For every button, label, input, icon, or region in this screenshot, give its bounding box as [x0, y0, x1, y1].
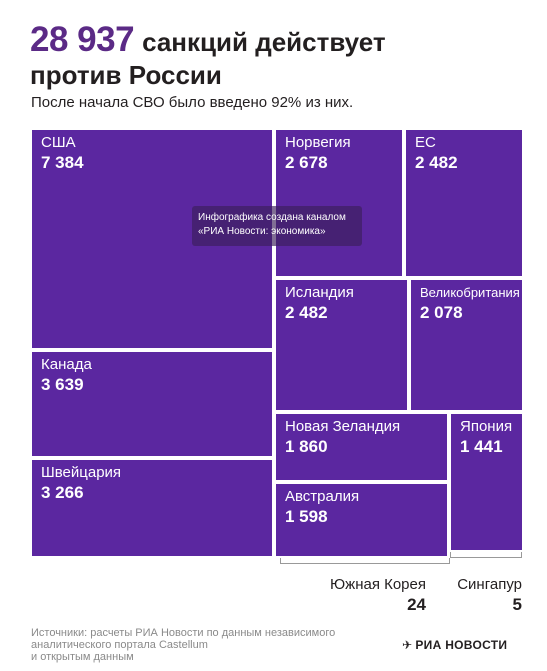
treemap-cell-1: Канада 3 639 [30, 350, 274, 458]
headline-text-2: против России [30, 60, 222, 90]
cell-name: Япония [460, 418, 513, 435]
cell-value: 7 384 [41, 153, 84, 172]
source-note: Источники: расчеты РИА Новости по данным… [31, 627, 391, 663]
bracket-singapore [450, 552, 522, 558]
cell-name: Исландия [285, 284, 354, 301]
ria-logo: ✈ РИА НОВОСТИ [402, 638, 507, 652]
treemap-cell-8: Япония 1 441 [449, 412, 524, 552]
treemap-cell-7: Новая Зеландия 1 860 [274, 412, 449, 482]
cell-value: 2 078 [420, 303, 463, 322]
source-line-1: Источники: расчеты РИА Новости по данным… [31, 627, 336, 639]
watermark-tooltip: Инфографика создана каналом «РИА Новости… [192, 206, 362, 246]
item-name: Сингапур [457, 576, 522, 593]
cell-value: 1 860 [285, 437, 328, 456]
cell-value: 1 441 [460, 437, 503, 456]
cell-value: 2 482 [285, 303, 328, 322]
source-line-2: аналитического портала Castellum [31, 639, 208, 651]
treemap-cell-6: Великобритания 2 078 [409, 278, 524, 412]
cell-name: ЕС [415, 134, 436, 151]
subtitle: После начала СВО было введено 92% из них… [31, 94, 354, 111]
logo-text: РИА НОВОСТИ [415, 638, 508, 652]
cell-name: Норвегия [285, 134, 351, 151]
treemap-cell-4: ЕС 2 482 [404, 128, 524, 278]
treemap-chart: США 7 384 Канада 3 639 Швейцария 3 266 Норвеги… [30, 128, 524, 558]
treemap-cell-3: Норвегия 2 678 [274, 128, 404, 278]
treemap-cell-5: Исландия 2 482 [274, 278, 409, 412]
treemap-cell-2: Швейцария 3 266 [30, 458, 274, 558]
cell-name: Швейцария [41, 464, 122, 481]
bracket-south-korea [280, 558, 450, 564]
cell-name: Канада [41, 356, 92, 373]
item-value: 5 [512, 595, 522, 614]
headline-number: 28 937 [30, 20, 135, 59]
cell-value: 1 598 [285, 507, 328, 526]
source-line-3: и открытым данным [31, 651, 134, 663]
item-singapore: Сингапур 5 [440, 576, 522, 616]
cell-name: Новая Зеландия [285, 418, 401, 435]
watermark-line-1: Инфографика создана каналом [198, 212, 346, 223]
cell-value: 2 482 [415, 153, 458, 172]
watermark-line-2: «РИА Новости: экономика» [198, 226, 326, 237]
item-south-korea: Южная Корея 24 [300, 576, 426, 616]
item-value: 24 [407, 595, 426, 614]
cell-name: США [41, 134, 76, 151]
cell-name: Великобритания [420, 285, 520, 300]
ria-logo-icon: ✈ [402, 638, 413, 652]
treemap-cell-9: Австралия 1 598 [274, 482, 449, 558]
cell-value: 3 639 [41, 375, 84, 394]
headline-text: санкций действует [142, 27, 386, 57]
cell-value: 2 678 [285, 153, 328, 172]
item-name: Южная Корея [330, 576, 426, 593]
cell-value: 3 266 [41, 483, 84, 502]
cell-name: Австралия [285, 488, 360, 505]
headline: 28 937 санкций действует против России [30, 20, 530, 91]
